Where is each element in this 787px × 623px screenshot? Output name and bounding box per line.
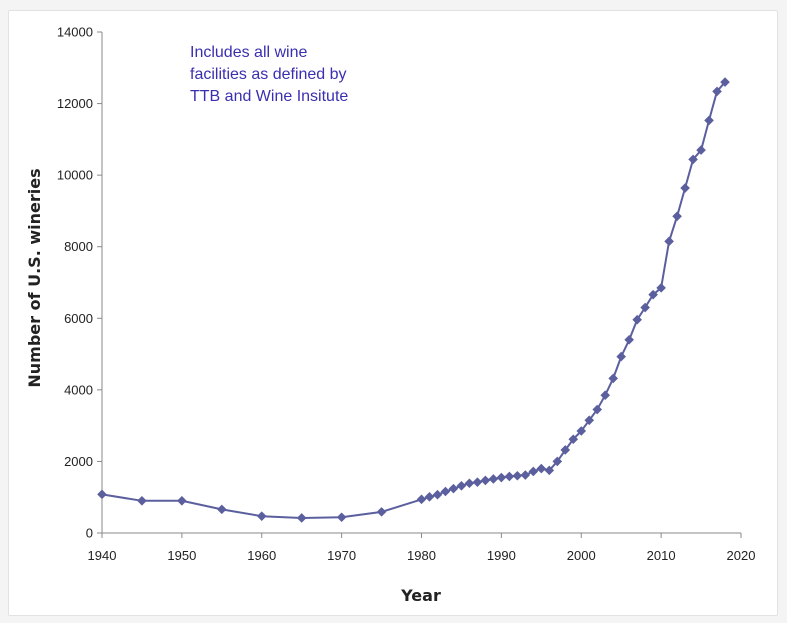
data-point-marker — [217, 504, 227, 515]
data-point-marker — [440, 486, 451, 497]
x-ticks: 1940 1950 1960 1970 1980 1990 2000 2010 2020 — [88, 533, 756, 563]
x-tick-label: 1940 — [88, 548, 117, 563]
data-point-marker — [648, 289, 658, 300]
data-point-marker — [640, 302, 650, 313]
y-tick-label: 8000 — [64, 239, 93, 254]
data-point-marker — [608, 373, 618, 384]
x-tick-label: 1970 — [327, 548, 356, 563]
y-tick-label: 14000 — [57, 25, 93, 40]
data-point-marker — [584, 415, 595, 426]
data-point-marker — [496, 472, 507, 483]
data-point-marker — [536, 463, 547, 474]
data-point-marker — [256, 511, 267, 521]
data-point-marker — [592, 404, 603, 415]
data-markers — [97, 77, 730, 523]
data-point-marker — [416, 494, 427, 505]
data-point-marker — [544, 465, 555, 476]
data-point-marker — [552, 456, 563, 467]
y-tick-label: 6000 — [64, 311, 93, 326]
data-point-marker — [296, 513, 307, 523]
data-point-marker — [504, 471, 515, 482]
data-point-marker — [137, 495, 147, 506]
data-point-marker — [472, 477, 483, 487]
data-point-marker — [448, 483, 459, 494]
data-point-marker — [712, 86, 722, 97]
data-point-marker — [376, 507, 387, 517]
data-point-marker — [680, 183, 690, 193]
data-point-marker — [512, 470, 523, 481]
data-point-marker — [672, 211, 682, 222]
y-tick-label: 10000 — [57, 168, 93, 183]
x-tick-label: 1950 — [167, 548, 196, 563]
data-point-marker — [560, 445, 571, 455]
y-tick-label: 4000 — [64, 382, 93, 397]
data-point-marker — [720, 77, 730, 87]
data-point-marker — [624, 334, 634, 345]
x-axis-title: Year — [400, 586, 441, 605]
y-tick-label: 12000 — [57, 96, 93, 111]
annotation-line-3: TTB and Wine Insitute — [190, 88, 348, 105]
annotation-line-2: facilities as defined by — [190, 66, 347, 83]
data-point-marker — [177, 495, 187, 506]
data-point-marker — [336, 512, 347, 523]
y-tick-label: 0 — [86, 526, 93, 541]
x-tick-label: 2010 — [647, 548, 676, 563]
data-point-marker — [632, 314, 642, 325]
x-tick-label: 1990 — [487, 548, 516, 563]
data-point-marker — [480, 475, 491, 486]
data-point-marker — [456, 480, 467, 491]
data-point-marker — [600, 390, 611, 401]
data-point-marker — [424, 492, 435, 502]
x-tick-label: 1980 — [407, 548, 436, 563]
data-point-marker — [704, 115, 714, 126]
y-axis-title: Number of U.S. wineries — [25, 168, 44, 387]
data-point-marker — [688, 154, 698, 165]
data-point-marker — [664, 236, 674, 247]
data-point-marker — [97, 489, 107, 500]
data-point-marker — [576, 426, 587, 436]
data-point-marker — [488, 474, 499, 484]
data-point-marker — [696, 145, 706, 155]
data-point-marker — [464, 478, 475, 489]
data-point-marker — [616, 351, 626, 362]
data-point-marker — [568, 434, 579, 445]
data-point-marker — [656, 283, 666, 293]
data-point-marker — [528, 466, 539, 477]
y-tick-label: 2000 — [64, 454, 93, 469]
chart-card — [8, 10, 778, 616]
x-tick-label: 2020 — [727, 548, 756, 563]
y-ticks: 0 2000 4000 6000 8000 10000 12000 14000 — [57, 25, 102, 541]
x-tick-label: 2000 — [567, 548, 596, 563]
data-point-marker — [432, 489, 443, 500]
data-point-marker — [520, 470, 531, 480]
x-tick-label: 1960 — [247, 548, 276, 563]
annotation-line-1: Includes all wine — [190, 44, 308, 61]
series-line — [101, 81, 726, 520]
